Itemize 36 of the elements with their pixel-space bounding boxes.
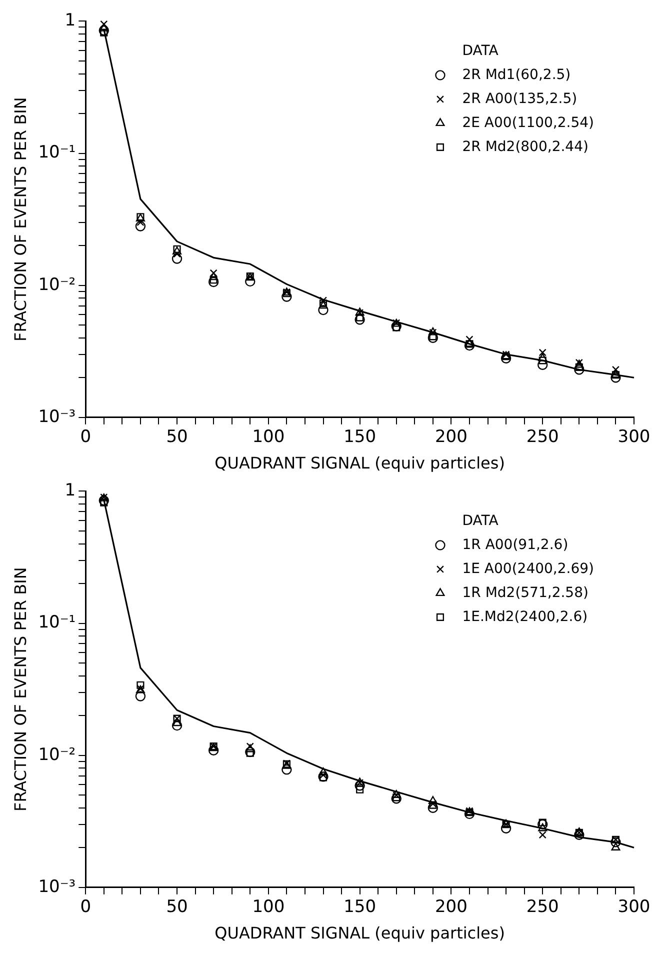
x-axis-title: QUADRANT SIGNAL (equiv particles) xyxy=(214,924,505,943)
y-tick-label: 10⁻¹ xyxy=(38,612,76,633)
legend-label: 1E A00(2400,2.69) xyxy=(462,560,594,577)
legend-title: DATA xyxy=(462,42,499,59)
x-tick-label: 50 xyxy=(166,427,188,448)
x-tick-label: 0 xyxy=(80,427,92,448)
x-axis-title: QUADRANT SIGNAL (equiv particles) xyxy=(214,454,505,473)
y-tick-label: 1 xyxy=(64,10,76,31)
x-tick-label: 300 xyxy=(618,427,650,448)
x-tick-label: 150 xyxy=(344,427,376,448)
y-tick-label: 10⁻² xyxy=(38,744,76,765)
legend-label: 1R Md2(571,2.58) xyxy=(462,584,588,601)
legend-label: 1R A00(91,2.6) xyxy=(462,536,568,553)
x-tick-label: 50 xyxy=(166,897,188,918)
x-tick-label: 250 xyxy=(526,897,559,918)
y-tick-label: 10⁻² xyxy=(38,274,76,295)
y-tick-label: 10⁻³ xyxy=(38,406,76,427)
x-tick-label: 300 xyxy=(618,897,650,918)
x-tick-label: 150 xyxy=(344,897,376,918)
x-tick-label: 200 xyxy=(434,427,468,448)
legend-label: 1E.Md2(2400,2.6) xyxy=(462,608,588,625)
y-tick-label: 1 xyxy=(64,480,76,501)
legend-title: DATA xyxy=(462,512,499,529)
legend-label: 2E A00(1100,2.54) xyxy=(462,114,594,131)
y-tick-label: 10⁻¹ xyxy=(38,142,76,163)
y-axis-title: FRACTION OF EVENTS PER BIN xyxy=(10,567,30,812)
x-tick-label: 100 xyxy=(252,897,285,918)
x-tick-label: 0 xyxy=(80,897,92,918)
legend-label: 2R Md2(800,2.44) xyxy=(462,138,588,155)
y-axis-title: FRACTION OF EVENTS PER BIN xyxy=(10,97,30,342)
x-tick-label: 200 xyxy=(434,897,468,918)
legend-label: 2R Md1(60,2.5) xyxy=(462,66,571,83)
y-tick-label: 10⁻³ xyxy=(38,876,76,897)
x-tick-label: 100 xyxy=(252,427,285,448)
x-tick-label: 250 xyxy=(526,427,559,448)
legend-label: 2R A00(135,2.5) xyxy=(462,90,578,107)
